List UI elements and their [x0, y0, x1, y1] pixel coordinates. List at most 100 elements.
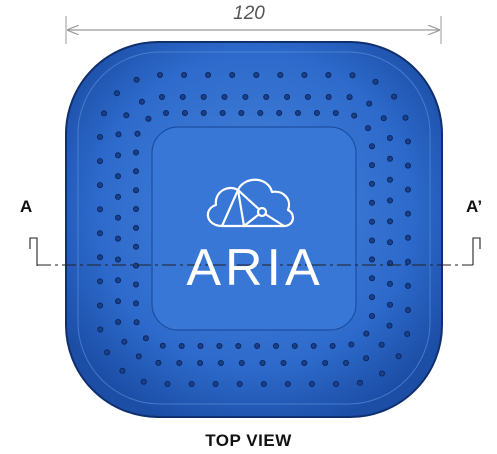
vent-hole	[391, 93, 398, 100]
vent-hole	[132, 187, 139, 194]
device-bevel	[77, 51, 431, 405]
section-label-right: A’	[466, 197, 483, 216]
vent-hole	[115, 173, 122, 180]
vent-hole	[404, 258, 411, 265]
vent-hole	[97, 158, 104, 165]
vent-hole	[284, 380, 291, 387]
vent-hole	[386, 176, 393, 183]
vent-hole	[132, 149, 139, 156]
vent-hole	[97, 133, 104, 140]
vent-hole	[97, 278, 104, 285]
vent-hole	[260, 380, 267, 387]
vent-hole	[368, 162, 375, 169]
brand-logo-text: ARIA	[186, 239, 324, 297]
vent-hole	[259, 359, 266, 366]
vent-hole	[140, 378, 147, 385]
vent-hole	[97, 254, 104, 261]
vent-hole	[404, 282, 411, 289]
vent-hole	[356, 379, 363, 386]
vent-hole	[368, 199, 375, 206]
vent-hole	[404, 306, 411, 313]
vent-hole	[257, 110, 264, 117]
vent-hole	[132, 168, 139, 175]
vent-hole	[238, 359, 245, 366]
center-panel	[151, 126, 357, 331]
vent-hole	[368, 143, 375, 150]
vent-hole	[134, 130, 141, 137]
vent-hole	[368, 237, 375, 244]
vent-hole	[164, 380, 171, 387]
vent-hole	[212, 380, 219, 387]
vent-hole	[254, 342, 261, 349]
vent-hole	[272, 342, 279, 349]
vent-hole	[115, 152, 122, 159]
vent-hole	[121, 338, 128, 345]
vent-hole	[132, 243, 139, 250]
vent-hole	[395, 353, 402, 360]
vent-hole	[368, 294, 375, 301]
vent-hole	[386, 239, 393, 246]
vent-hole	[310, 342, 317, 349]
vent-hole	[363, 355, 370, 362]
vent-hole	[301, 359, 308, 366]
vent-hole	[238, 110, 245, 117]
vent-hole	[277, 72, 284, 79]
vent-hole	[291, 342, 298, 349]
vent-hole	[145, 115, 152, 122]
vent-hole	[378, 341, 385, 348]
vent-hole	[386, 134, 393, 141]
section-marker-left	[29, 237, 38, 266]
cloud-network-icon	[206, 178, 294, 228]
vent-hole	[380, 115, 387, 122]
vent-hole	[386, 260, 393, 267]
vent-hole	[301, 72, 308, 79]
vent-hole	[97, 182, 104, 189]
vent-hole	[115, 298, 122, 305]
vent-hole	[101, 110, 108, 117]
vent-hole	[219, 110, 226, 117]
vent-hole	[386, 218, 393, 225]
vent-hole	[197, 359, 204, 366]
vent-hole	[368, 312, 375, 319]
vent-hole	[342, 359, 349, 366]
vent-hole	[304, 94, 311, 101]
vent-hole	[97, 206, 104, 213]
vent-hole	[155, 359, 162, 366]
vent-hole	[104, 349, 111, 356]
vent-hole	[97, 326, 104, 333]
vent-hole	[364, 125, 371, 132]
vent-hole	[368, 180, 375, 187]
vent-hole	[115, 318, 122, 325]
vent-hole	[346, 94, 353, 101]
section-label-left: A	[20, 197, 33, 216]
vent-hole	[205, 72, 212, 79]
vent-holes	[97, 72, 411, 387]
vent-hole	[368, 256, 375, 263]
vent-hole	[132, 300, 139, 307]
vent-hole	[404, 234, 411, 241]
vent-hole	[115, 256, 122, 263]
vent-hole	[115, 193, 122, 200]
vent-hole	[263, 94, 270, 101]
vent-hole	[115, 277, 122, 284]
vent-hole	[378, 370, 385, 377]
vent-hole	[235, 342, 242, 349]
vent-hole	[229, 72, 236, 79]
vent-hole	[181, 110, 188, 117]
vent-hole	[348, 341, 355, 348]
vent-hole	[368, 218, 375, 225]
vent-hole	[284, 94, 291, 101]
vent-hole	[123, 112, 130, 119]
vent-hole	[142, 335, 149, 342]
vent-hole	[366, 100, 373, 107]
vent-hole	[308, 380, 315, 387]
vent-hole	[402, 114, 409, 121]
vent-hole	[386, 322, 393, 329]
vent-hole	[179, 94, 186, 101]
vent-hole	[158, 94, 165, 101]
vent-hole	[176, 359, 183, 366]
vent-hole	[138, 98, 145, 105]
vent-hole	[404, 330, 411, 337]
vent-hole	[404, 186, 411, 193]
vent-hole	[332, 380, 339, 387]
